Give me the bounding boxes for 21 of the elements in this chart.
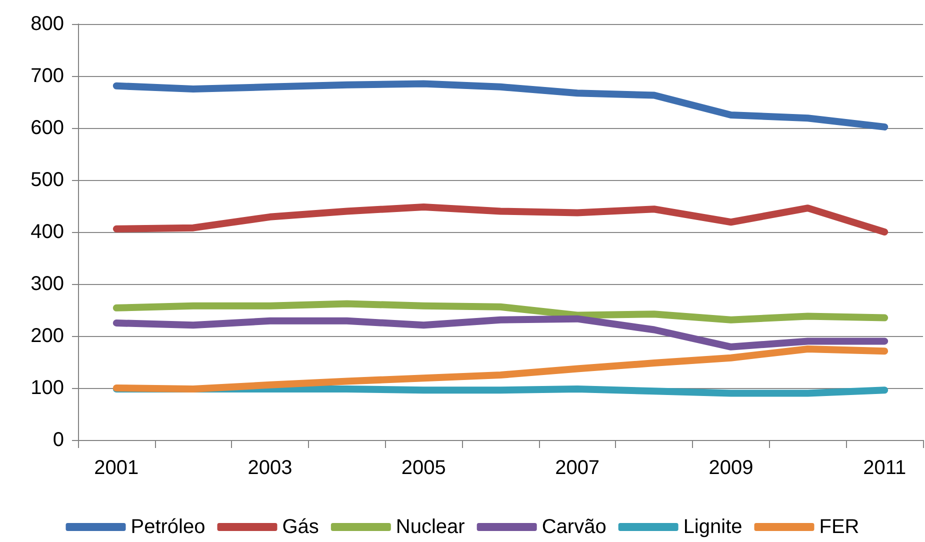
y-tick-label: 300 <box>30 273 64 295</box>
y-tick-label: 100 <box>30 377 64 399</box>
x-tick-label: 2005 <box>401 457 446 479</box>
legend-label: Lignite <box>683 516 742 538</box>
y-tick-label: 200 <box>30 325 64 347</box>
x-tick-label: 2011 <box>863 457 906 479</box>
y-tick-label: 400 <box>30 221 64 243</box>
y-tick-label: 0 <box>52 429 64 451</box>
y-tick-label: 700 <box>30 65 64 87</box>
legend-label: Gás <box>282 516 319 538</box>
x-tick-label: 2001 <box>94 457 139 479</box>
legend-label: Petróleo <box>130 516 206 538</box>
y-tick-label: 800 <box>30 13 64 35</box>
legend-label: FER <box>819 516 860 538</box>
x-tick-label: 2003 <box>248 457 292 479</box>
legend-label: Carvão <box>542 516 606 538</box>
x-tick-label: 2009 <box>708 457 754 479</box>
x-tick-label: 2007 <box>555 457 600 479</box>
legend-label: Nuclear <box>396 516 466 538</box>
y-tick-label: 500 <box>30 169 64 191</box>
y-tick-label: 600 <box>30 117 64 139</box>
